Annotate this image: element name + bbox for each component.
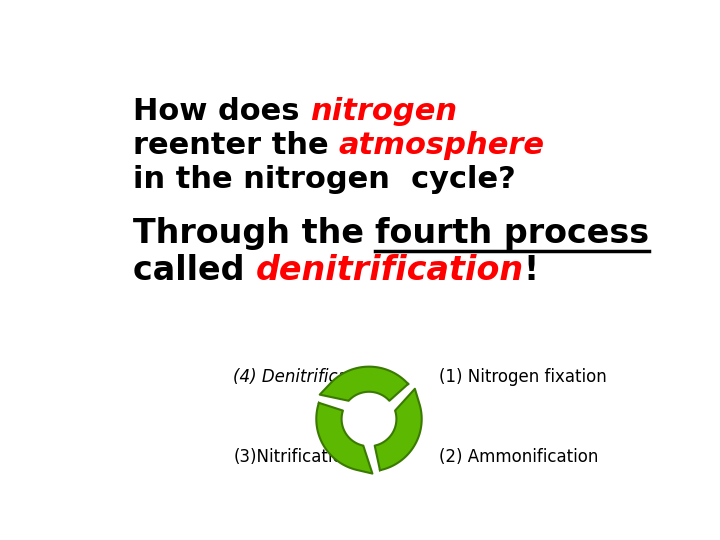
Text: (1) Nitrogen fixation: (1) Nitrogen fixation	[438, 368, 606, 386]
Text: called: called	[132, 254, 256, 287]
Text: (3)Nitrification: (3)Nitrification	[233, 449, 354, 467]
Text: fourth process: fourth process	[375, 217, 649, 249]
Text: reenter the: reenter the	[132, 131, 339, 160]
Text: in the nitrogen  cycle?: in the nitrogen cycle?	[132, 165, 516, 194]
Text: atmosphere: atmosphere	[339, 131, 545, 160]
Text: (2) Ammonification: (2) Ammonification	[438, 449, 598, 467]
Text: Through the: Through the	[132, 217, 375, 249]
Text: !: !	[524, 254, 539, 287]
Polygon shape	[316, 403, 372, 474]
Text: nitrogen: nitrogen	[310, 97, 457, 126]
Polygon shape	[320, 367, 408, 401]
Text: (4) Denitrification: (4) Denitrification	[233, 368, 380, 386]
Text: How does: How does	[132, 97, 310, 126]
Polygon shape	[374, 389, 422, 470]
Text: denitrification: denitrification	[256, 254, 524, 287]
